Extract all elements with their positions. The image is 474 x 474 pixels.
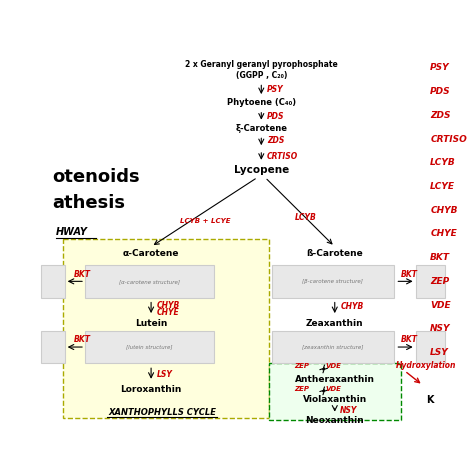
- Text: K: K: [427, 395, 434, 405]
- Text: XANTHOPHYLLS CYCLE: XANTHOPHYLLS CYCLE: [108, 408, 216, 417]
- Text: PSY: PSY: [267, 85, 283, 94]
- Text: [α-carotene structure]: [α-carotene structure]: [119, 279, 180, 284]
- Bar: [41, 331, 65, 364]
- Text: [zeaxanthin structure]: [zeaxanthin structure]: [302, 345, 364, 349]
- Text: Violaxanthin: Violaxanthin: [302, 395, 367, 404]
- Text: NSY: NSY: [340, 406, 358, 415]
- Text: VDE: VDE: [326, 386, 341, 392]
- Text: CHYE: CHYE: [430, 229, 457, 238]
- Text: PDS: PDS: [430, 87, 451, 96]
- Text: VDE: VDE: [430, 301, 451, 310]
- Text: Antheraxanthin: Antheraxanthin: [295, 375, 375, 384]
- Text: athesis: athesis: [52, 194, 125, 212]
- Text: [β-carotene structure]: [β-carotene structure]: [302, 279, 364, 284]
- Text: VDE: VDE: [326, 364, 341, 369]
- Text: Lycopene: Lycopene: [234, 165, 289, 175]
- Text: ß-Carotene: ß-Carotene: [306, 249, 363, 258]
- Text: α-Carotene: α-Carotene: [123, 249, 179, 258]
- Text: ξ-Carotene: ξ-Carotene: [235, 124, 287, 133]
- Text: Zeaxanthin: Zeaxanthin: [306, 319, 364, 328]
- Text: CRTISO: CRTISO: [430, 135, 467, 144]
- Text: BKT: BKT: [74, 335, 91, 344]
- Text: ZDS: ZDS: [267, 137, 284, 146]
- Text: LSY: LSY: [430, 348, 449, 357]
- Bar: [85, 265, 213, 298]
- Text: CHYB: CHYB: [156, 301, 180, 310]
- Text: BKT: BKT: [74, 270, 91, 279]
- Bar: [41, 265, 65, 298]
- Text: LCYB: LCYB: [294, 213, 316, 222]
- Text: (GGPP , C₂₀): (GGPP , C₂₀): [236, 71, 287, 80]
- Text: HWAY: HWAY: [55, 227, 87, 237]
- Text: [lutein structure]: [lutein structure]: [126, 345, 173, 349]
- Text: ZEP: ZEP: [294, 386, 310, 392]
- Text: Neoxanthin: Neoxanthin: [305, 416, 364, 425]
- Text: Lutein: Lutein: [135, 319, 167, 328]
- Text: CHYB: CHYB: [430, 206, 458, 215]
- Bar: [416, 265, 445, 298]
- Text: BKT: BKT: [430, 253, 450, 262]
- Text: CHYE: CHYE: [156, 308, 179, 317]
- Text: ZEP: ZEP: [294, 364, 310, 369]
- Text: LCYB: LCYB: [430, 158, 456, 167]
- Text: NSY: NSY: [430, 324, 451, 333]
- Text: PDS: PDS: [267, 111, 284, 120]
- Text: ZEP: ZEP: [430, 277, 449, 286]
- Text: LSY: LSY: [156, 370, 173, 379]
- Text: CHYB: CHYB: [340, 302, 364, 311]
- Text: BKT: BKT: [401, 270, 418, 279]
- Bar: [272, 265, 393, 298]
- Text: ZDS: ZDS: [430, 111, 451, 120]
- Text: BKT: BKT: [401, 335, 418, 344]
- FancyBboxPatch shape: [269, 364, 401, 420]
- Bar: [85, 331, 213, 364]
- Text: Loroxanthin: Loroxanthin: [120, 384, 182, 393]
- Text: CRTISO: CRTISO: [267, 152, 298, 161]
- Text: PSY: PSY: [430, 64, 450, 73]
- Text: Phytoene (C₄₀): Phytoene (C₄₀): [227, 98, 296, 107]
- Bar: [416, 331, 445, 364]
- Text: LCYE: LCYE: [430, 182, 455, 191]
- Bar: [272, 331, 393, 364]
- Text: Hydroxylation: Hydroxylation: [395, 361, 456, 370]
- FancyBboxPatch shape: [63, 239, 269, 418]
- Text: LCYB + LCYE: LCYB + LCYE: [181, 218, 231, 224]
- Text: otenoids: otenoids: [52, 168, 139, 186]
- Text: 2 x Geranyl geranyl pyrophosphate: 2 x Geranyl geranyl pyrophosphate: [185, 60, 337, 69]
